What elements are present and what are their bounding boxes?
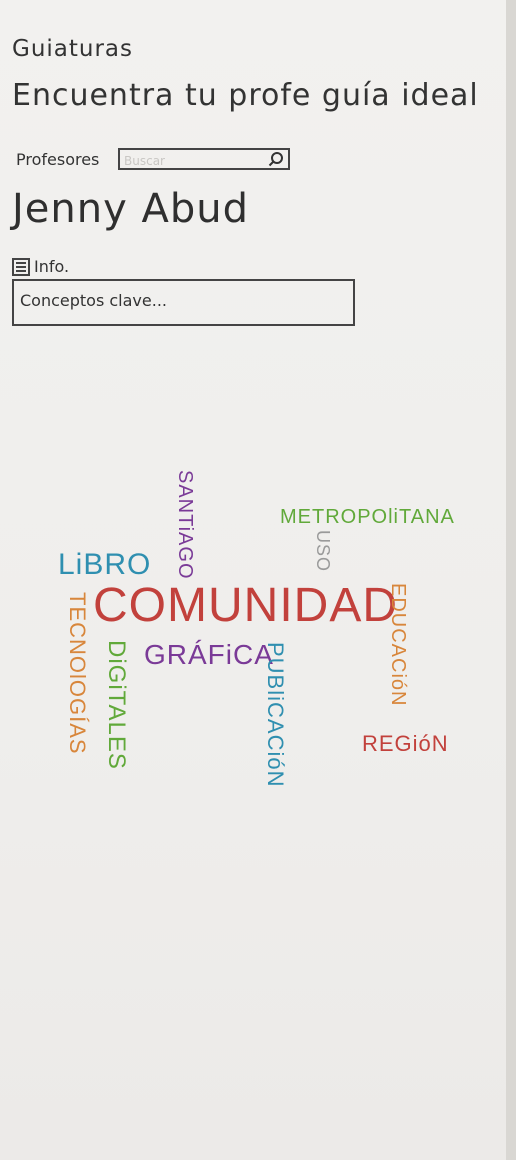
search-input[interactable] bbox=[120, 152, 268, 170]
word-region: REGióN bbox=[362, 731, 449, 756]
menu-icon[interactable] bbox=[12, 257, 30, 276]
word-libro: LiBRO bbox=[58, 548, 152, 581]
word-grafica: GRÁFiCA bbox=[144, 639, 274, 670]
search-field[interactable] bbox=[118, 148, 290, 170]
word-tecnologias: TECNOlOGÍAS bbox=[65, 592, 90, 755]
word-publicacion: PUBliCACióN bbox=[263, 642, 288, 788]
word-santiago: SANTiAGO bbox=[174, 470, 196, 580]
word-metropolitana: METROPOliTANA bbox=[280, 506, 455, 528]
app-tagline: Encuentra tu profe guía ideal bbox=[12, 78, 479, 113]
paper-edge bbox=[506, 0, 516, 1160]
info-label: Info. bbox=[34, 257, 70, 276]
word-uso: USO bbox=[313, 530, 333, 573]
search-label: Profesores bbox=[16, 150, 100, 169]
search-icon[interactable] bbox=[268, 151, 284, 167]
app-title: Guiaturas bbox=[12, 36, 134, 62]
info-toggle[interactable]: Info. bbox=[12, 257, 69, 276]
word-digitales: DiGiTALES bbox=[103, 640, 130, 770]
professor-name: Jenny Abud bbox=[12, 186, 249, 232]
word-educacion: EDUCACióN bbox=[387, 583, 409, 707]
keywords-label: Conceptos clave... bbox=[20, 291, 167, 310]
word-comunidad: COMUNIDAD bbox=[93, 579, 398, 632]
keywords-field[interactable]: Conceptos clave... bbox=[12, 279, 355, 326]
